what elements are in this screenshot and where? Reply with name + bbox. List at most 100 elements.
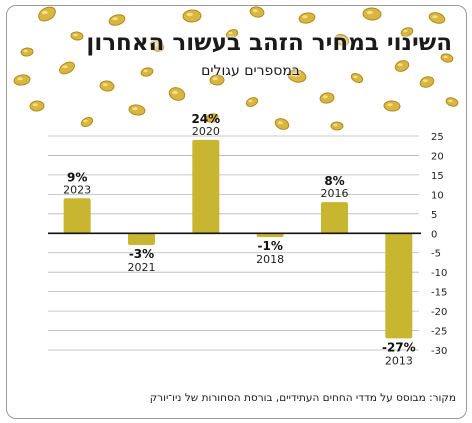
chart-title: השינוי במחיר הזהב בעשור האחרון: [86, 30, 452, 56]
y-tick-label: -20: [431, 307, 447, 318]
coin-decoration: [319, 92, 335, 104]
coin-decoration: [20, 47, 34, 57]
y-tick-label: -30: [431, 346, 447, 357]
y-tick-labels: 25 20 15 10 5 0 -5 -10 -15 -20 -25 -30: [431, 132, 447, 357]
coin-decoration: [168, 87, 186, 101]
chart-subtitle: במספרים עגולים: [201, 63, 300, 79]
coin-shine-decoration: [41, 10, 48, 15]
coin-shine-decoration: [83, 119, 88, 123]
coin-decoration: [383, 100, 401, 112]
coin-shine-decoration: [387, 103, 393, 107]
coin-shine-decoration: [353, 75, 358, 79]
coin-decoration: [70, 31, 84, 41]
bar-2013: [385, 233, 413, 339]
y-tick-label: 5: [431, 210, 437, 221]
bar-labels: 9%2023 -3%2021 24%2020 -1%2018 8%2016 -27%201…: [63, 112, 416, 367]
coin-shine-decoration: [366, 10, 373, 15]
year-label-2018: 2018: [256, 253, 284, 266]
coin-shine-decoration: [252, 9, 258, 13]
coin-decoration: [108, 14, 126, 26]
year-label-2016: 2016: [321, 187, 349, 200]
value-label-2013: -27%: [382, 340, 416, 354]
coin-shine-decoration: [432, 15, 438, 19]
coin-decoration: [394, 60, 410, 72]
coin-decoration: [350, 73, 364, 83]
coin-decoration: [38, 6, 56, 22]
coin-shine-decoration: [337, 37, 343, 41]
coin-decoration: [29, 100, 45, 112]
chart-card: 25 20 15 10 5 0 -5 -10 -15 -20 -25 -30 9% 2023 -3% 202…: [6, 5, 467, 419]
coin-decoration: [334, 34, 350, 46]
y-tick-label: -15: [431, 288, 447, 299]
y-tick-label: 25: [431, 132, 444, 143]
y-tick-label: 15: [431, 171, 444, 182]
year-label-2023: 2023: [63, 183, 91, 196]
gold-coins-decoration: [13, 6, 459, 131]
coin-shine-decoration: [291, 72, 298, 77]
coin-decoration: [59, 61, 75, 75]
coin-shine-decoration: [73, 33, 78, 37]
value-label-2020: 24%: [191, 112, 220, 126]
coin-shine-decoration: [32, 103, 38, 107]
coin-decoration: [362, 7, 382, 21]
coin-decoration: [128, 104, 146, 116]
value-label-2018: -1%: [257, 239, 282, 253]
gridlines: [48, 135, 419, 351]
coin-decoration: [80, 116, 94, 128]
coin-shine-decoration: [212, 77, 218, 81]
bar-2016: [321, 202, 348, 234]
coin-shine-decoration: [143, 69, 148, 73]
coin-shine-decoration: [443, 55, 448, 59]
coin-decoration: [330, 121, 344, 131]
coin-shine-decoration: [152, 43, 158, 47]
coin-shine-decoration: [208, 115, 213, 119]
coin-decoration: [225, 29, 239, 39]
y-tick-label: 20: [431, 151, 444, 162]
y-tick-label: -5: [431, 249, 441, 260]
bar-2020: [192, 139, 220, 234]
y-tick-label: -25: [431, 327, 447, 338]
coin-decoration: [419, 76, 435, 88]
coin-shine-decoration: [322, 95, 328, 99]
coin-shine-decoration: [172, 90, 178, 95]
coin-decoration: [440, 53, 454, 63]
coin-decoration: [400, 27, 414, 37]
coin-shine-decoration: [102, 83, 108, 87]
y-tick-label: -10: [431, 268, 447, 279]
bar-2018: [256, 233, 284, 238]
coin-shine-decoration: [186, 12, 193, 17]
coin-shine-decoration: [277, 121, 283, 125]
coin-decoration: [245, 97, 259, 107]
value-label-2023: 9%: [67, 170, 87, 184]
coin-decoration: [298, 12, 316, 24]
coin-shine-decoration: [62, 65, 68, 69]
coin-shine-decoration: [403, 29, 408, 33]
coin-shine-decoration: [248, 99, 253, 103]
coin-decoration: [205, 113, 219, 123]
coin-shine-decoration: [17, 77, 23, 81]
y-tick-label: 0: [431, 229, 437, 240]
coin-decoration: [428, 12, 446, 24]
source-note: מקור: מבוסס על מדדי החחים העתידיים, בורס…: [149, 392, 456, 404]
coin-decoration: [140, 67, 154, 77]
value-label-2021: -3%: [129, 247, 154, 261]
coin-decoration: [13, 74, 31, 86]
coin-shine-decoration: [448, 99, 453, 103]
coin-decoration: [99, 80, 115, 92]
coin-shine-decoration: [228, 31, 233, 35]
value-label-2016: 8%: [324, 174, 344, 188]
coin-shine-decoration: [422, 79, 428, 83]
coin-decoration: [274, 118, 290, 130]
y-tick-label: 10: [431, 190, 444, 201]
coin-shine-decoration: [302, 15, 308, 19]
coin-decoration: [182, 9, 202, 23]
year-label-2021: 2021: [128, 261, 156, 274]
bar-2021: [128, 233, 155, 245]
coin-shine-decoration: [333, 123, 338, 127]
coin-decoration: [445, 97, 459, 107]
coin-shine-decoration: [397, 63, 403, 67]
coin-shine-decoration: [112, 17, 118, 21]
year-label-2013: 2013: [385, 354, 413, 367]
coin-shine-decoration: [132, 107, 138, 111]
year-label-2020: 2020: [192, 125, 220, 138]
